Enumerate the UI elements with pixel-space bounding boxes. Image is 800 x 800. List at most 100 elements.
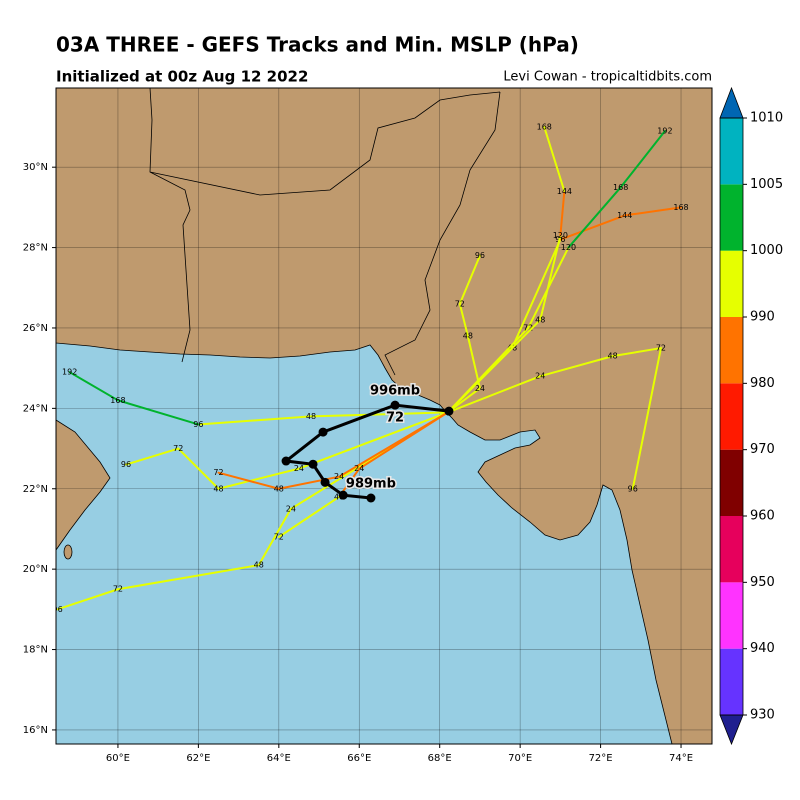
track-segment	[257, 507, 292, 567]
track-segment	[197, 415, 312, 426]
colorbar: 930 940 950 960 970 980 990 1000 1005 1010	[719, 86, 783, 746]
hour-label: 168	[537, 122, 552, 131]
x-tick-label: 62°E	[186, 753, 210, 764]
track-segment	[277, 475, 341, 490]
island	[63, 544, 73, 560]
track-segment	[446, 375, 542, 414]
track-segment	[458, 254, 481, 305]
mean-track: 996mb 72 989mb	[281, 382, 454, 503]
hour-label: 120	[553, 231, 568, 240]
colorbar-frame	[719, 117, 744, 716]
colorbar-extend	[719, 714, 744, 746]
colorbar-tick-label: 950	[750, 575, 775, 590]
colorbar-band	[720, 648, 743, 715]
y-tick-label: 24°N	[23, 403, 48, 414]
track-segment	[458, 302, 469, 338]
mean-track-point	[318, 427, 328, 437]
hour-label: 144	[557, 187, 572, 196]
track-segment	[559, 190, 566, 237]
track-segment	[559, 214, 626, 241]
track-segment	[297, 411, 449, 470]
hour-label: 168	[613, 183, 628, 192]
mean-track-point	[338, 490, 348, 500]
colorbar-band	[720, 582, 743, 649]
hour-label: 48	[254, 561, 264, 570]
y-tick-label: 22°N	[23, 484, 48, 495]
grid	[56, 88, 712, 744]
colorbar-tick-label: 980	[750, 376, 775, 391]
x-tick-label: 74°E	[669, 753, 693, 764]
colorbar-tick-label: 940	[750, 641, 775, 656]
tracks: 24 48 72 96 24 48 72 96 24 48 72 24 48 72 96 24 48 72 96 48…	[53, 122, 689, 614]
hour-label: 48	[274, 484, 284, 493]
hour-label: 24	[286, 504, 296, 513]
colorbar-tick-label: 930	[750, 708, 775, 723]
track-segment	[116, 564, 260, 591]
y-tick-label: 16°N	[23, 725, 48, 736]
hour-label: 96	[53, 605, 63, 614]
track-segment	[511, 238, 562, 350]
hour-label: 168	[673, 203, 688, 212]
hour-label: 120	[561, 243, 576, 252]
hour-label: 72	[113, 585, 123, 594]
hour-label: 72	[173, 444, 183, 453]
colorbar-band	[720, 449, 743, 516]
x-tick-label: 70°E	[508, 753, 532, 764]
hour-label: 48	[608, 352, 618, 361]
track-segment	[358, 411, 449, 470]
y-tick-label: 26°N	[23, 323, 48, 334]
hour-label: 48	[463, 332, 473, 341]
colorbar-tick-label: 970	[750, 442, 775, 457]
colorbar-band	[720, 184, 743, 251]
hour-label: 96	[628, 484, 638, 493]
hour-label: 24	[535, 372, 545, 381]
hour-label: 24	[294, 464, 304, 473]
pressure-label: 989mb	[346, 477, 396, 492]
hour-label: 96	[475, 251, 485, 260]
colorbar-band	[720, 383, 743, 450]
colorbar-extend	[719, 86, 744, 119]
land	[56, 419, 111, 551]
colorbar-band	[720, 118, 743, 185]
track-segment	[68, 371, 119, 402]
track-segment	[56, 588, 119, 611]
land	[56, 88, 712, 744]
x-tick-label: 72°E	[589, 753, 613, 764]
colorbar-tick-label: 1010	[750, 111, 783, 126]
y-tick-label: 30°N	[23, 162, 48, 173]
hour-label: 144	[617, 211, 632, 220]
hour-label: 192	[657, 127, 672, 136]
hour-label: 48	[213, 484, 223, 493]
track-segment	[217, 467, 300, 490]
y-tick-label: 20°N	[23, 564, 48, 575]
colorbar-tick-label: 990	[750, 310, 775, 325]
track-segment	[539, 234, 562, 321]
hour-label: 72	[213, 468, 223, 477]
hour-label: 72	[656, 344, 666, 353]
hour-label: 72	[523, 323, 533, 332]
x-tick-label: 68°E	[428, 753, 452, 764]
hour-label: 72	[274, 532, 284, 541]
hour-label: 48	[306, 412, 316, 421]
mean-track-point	[281, 456, 291, 466]
colorbar-band	[720, 317, 743, 384]
x-tick-label: 64°E	[267, 753, 291, 764]
pressure-label: 996mb	[370, 384, 420, 399]
hour-label: 24	[475, 384, 485, 393]
hour-label: 24	[334, 472, 344, 481]
y-tick-label: 18°N	[23, 645, 48, 656]
border	[149, 88, 501, 376]
map: 24 48 72 96 24 48 72 96 24 48 72 24 48 72 96 24 48 72 96 48…	[53, 88, 712, 744]
mean-track-point	[366, 493, 376, 503]
x-tick-label: 66°E	[347, 753, 371, 764]
mean-track-point	[320, 477, 330, 487]
mean-track-point	[308, 459, 318, 469]
colorbar-band	[720, 516, 743, 583]
hour-label: 96	[193, 420, 203, 429]
track-segment	[619, 130, 666, 189]
chart-subtitle: Initialized at 00z Aug 12 2022	[56, 68, 308, 86]
track-segment	[124, 447, 180, 466]
hour-label: 24	[354, 464, 364, 473]
y-tick-label: 28°N	[23, 243, 48, 254]
colorbar-tick-label: 1005	[750, 177, 783, 192]
